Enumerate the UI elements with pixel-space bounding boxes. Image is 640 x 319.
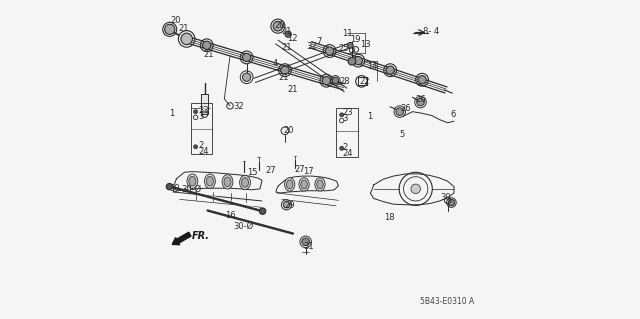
Text: 26: 26 [401, 104, 411, 113]
Text: 18: 18 [384, 213, 394, 222]
Ellipse shape [222, 175, 233, 189]
Text: 12: 12 [287, 34, 298, 43]
Text: 6: 6 [450, 110, 456, 119]
Ellipse shape [315, 178, 325, 191]
Circle shape [396, 108, 404, 115]
Circle shape [411, 184, 420, 194]
Circle shape [354, 56, 362, 65]
Circle shape [273, 21, 283, 31]
Text: 11: 11 [342, 29, 352, 38]
Ellipse shape [205, 174, 216, 188]
Text: 24: 24 [198, 147, 209, 156]
Text: 31: 31 [303, 242, 314, 251]
Text: 8- 4: 8- 4 [422, 27, 439, 36]
Text: 5B43-E0310 A: 5B43-E0310 A [420, 297, 475, 306]
Text: 23: 23 [342, 108, 353, 117]
Text: 21: 21 [278, 73, 289, 82]
Text: 13: 13 [360, 40, 371, 48]
Bar [358, 77, 367, 85]
Text: 4: 4 [272, 59, 277, 68]
Circle shape [284, 202, 290, 208]
Text: 27: 27 [265, 166, 276, 175]
Text: 21: 21 [281, 43, 292, 52]
Ellipse shape [317, 180, 323, 189]
Ellipse shape [239, 175, 250, 189]
Text: 27: 27 [294, 165, 305, 174]
Ellipse shape [207, 176, 214, 186]
Text: 1: 1 [170, 109, 175, 118]
Text: 16: 16 [225, 211, 236, 220]
Circle shape [181, 33, 193, 45]
Circle shape [194, 145, 198, 149]
Text: 22: 22 [360, 77, 371, 86]
Text: 5: 5 [400, 130, 405, 139]
Text: 15: 15 [246, 168, 257, 177]
Text: 21: 21 [281, 27, 292, 36]
Circle shape [302, 238, 310, 246]
Circle shape [340, 146, 344, 150]
Text: 30-Ø: 30-Ø [233, 221, 253, 230]
Circle shape [285, 31, 291, 37]
Circle shape [243, 73, 251, 81]
FancyArrow shape [172, 232, 191, 245]
Circle shape [281, 66, 289, 74]
Text: 21: 21 [178, 24, 189, 33]
Text: 30-Ø: 30-Ø [181, 185, 202, 194]
Text: 28: 28 [339, 77, 350, 86]
Text: 25: 25 [339, 44, 349, 53]
Circle shape [166, 183, 173, 190]
Circle shape [348, 42, 353, 48]
Circle shape [418, 76, 426, 84]
Text: 32: 32 [307, 42, 317, 51]
Circle shape [332, 77, 339, 84]
Text: 21: 21 [204, 50, 214, 59]
Text: 20: 20 [275, 21, 285, 30]
Text: 32: 32 [233, 102, 244, 111]
Circle shape [417, 98, 424, 106]
Ellipse shape [241, 178, 248, 187]
Circle shape [386, 66, 394, 74]
Bar [336, 108, 358, 157]
Text: 20: 20 [170, 16, 180, 25]
Text: 7: 7 [316, 37, 321, 46]
Ellipse shape [187, 174, 198, 188]
Bar [201, 94, 209, 114]
Bar [191, 103, 212, 154]
Text: 20: 20 [284, 126, 294, 135]
Ellipse shape [285, 178, 295, 191]
Circle shape [243, 53, 251, 62]
Ellipse shape [301, 180, 307, 189]
Text: 26: 26 [415, 95, 426, 104]
Circle shape [203, 41, 211, 49]
Text: 3: 3 [342, 114, 348, 123]
Text: 21: 21 [287, 85, 298, 94]
Text: 14: 14 [367, 63, 378, 71]
Circle shape [340, 113, 344, 117]
Text: 2: 2 [198, 141, 204, 150]
Ellipse shape [224, 177, 231, 187]
Circle shape [259, 208, 266, 214]
Circle shape [325, 47, 333, 55]
Text: 30: 30 [170, 184, 180, 193]
Text: 29: 29 [284, 201, 295, 210]
Ellipse shape [287, 180, 293, 189]
Text: 3: 3 [198, 112, 204, 121]
Ellipse shape [299, 178, 309, 191]
Circle shape [348, 57, 356, 65]
Text: 24: 24 [342, 149, 353, 158]
Circle shape [448, 199, 454, 206]
Ellipse shape [189, 176, 196, 186]
Circle shape [322, 77, 330, 85]
Text: 30: 30 [440, 193, 451, 202]
Text: FR.: FR. [192, 231, 210, 241]
Text: 1: 1 [367, 112, 372, 121]
Circle shape [164, 24, 175, 34]
Text: 19: 19 [349, 35, 360, 44]
Text: 2: 2 [342, 143, 348, 152]
Circle shape [194, 110, 198, 114]
Text: 17: 17 [303, 167, 314, 176]
Text: 23: 23 [198, 106, 209, 115]
